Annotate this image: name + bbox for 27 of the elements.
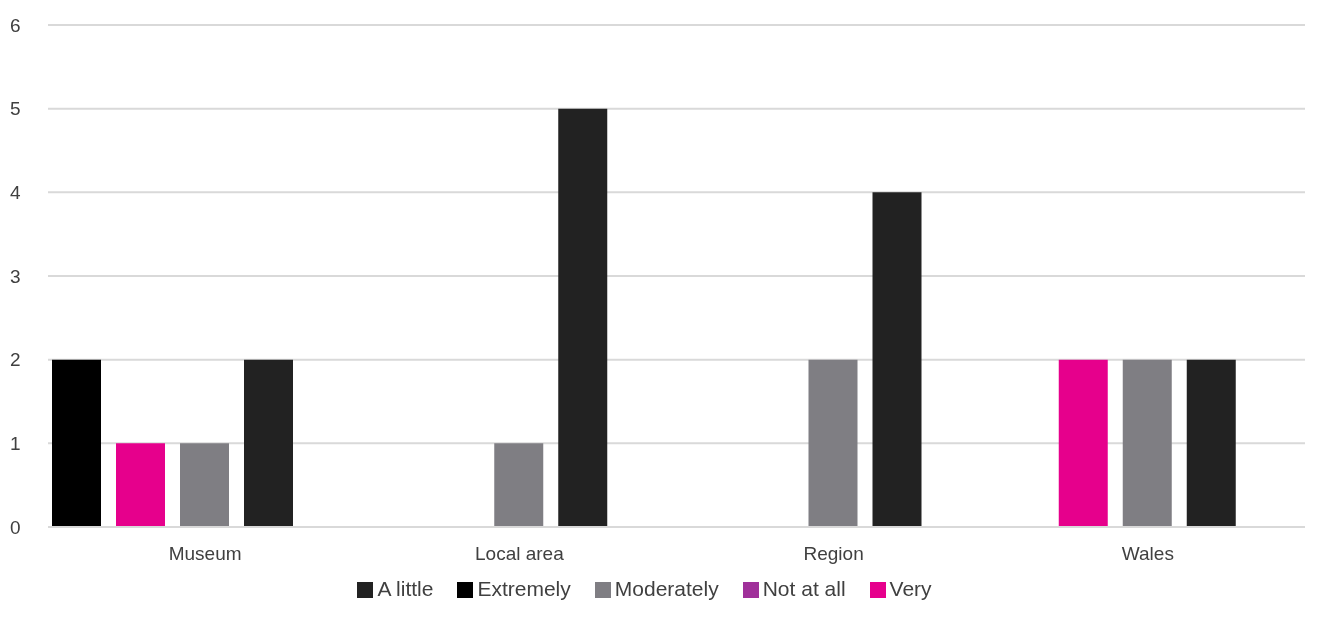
x-tick-label: Local area (475, 543, 565, 565)
y-tick-label: 0 (10, 516, 21, 538)
y-tick-label: 6 (10, 14, 21, 36)
legend-label: Not at all (762, 577, 846, 600)
y-tick-label: 4 (10, 182, 21, 204)
bar (558, 108, 608, 527)
bar (494, 443, 544, 527)
y-tick-label: 2 (10, 349, 21, 371)
legend-label: Moderately (614, 577, 719, 600)
x-tick-label: Wales (1121, 543, 1174, 565)
y-tick-label: 5 (10, 98, 21, 120)
bar (1122, 359, 1172, 527)
legend-label: Very (889, 577, 932, 600)
bar (1058, 359, 1108, 527)
bar (180, 443, 229, 527)
bar (52, 359, 101, 527)
bar (1186, 359, 1236, 527)
bar (808, 359, 858, 527)
bar (244, 359, 293, 527)
bar (116, 443, 165, 527)
bar (872, 192, 922, 527)
x-tick-label: Museum (168, 543, 242, 565)
y-tick-label: 1 (10, 433, 21, 455)
legend-label: Extremely (477, 577, 571, 600)
y-tick-label: 3 (10, 265, 21, 287)
legend-label: A little (377, 577, 434, 600)
x-tick-label: Region (803, 543, 864, 565)
